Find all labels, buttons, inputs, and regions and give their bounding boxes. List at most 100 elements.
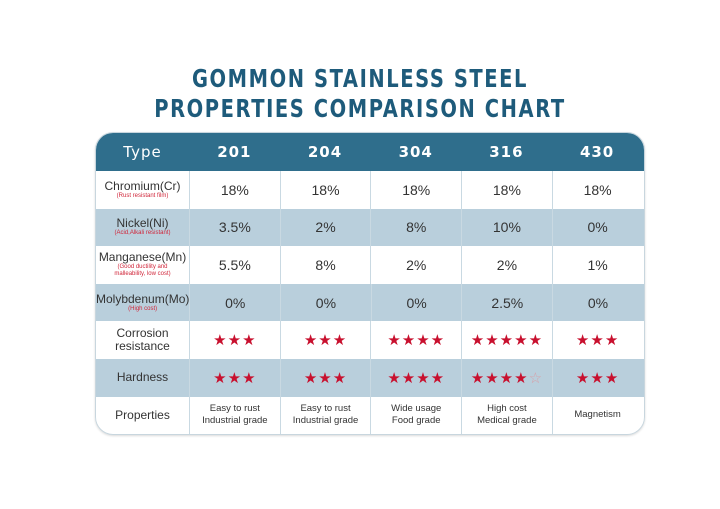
property-text: Industrial grade [292, 415, 359, 427]
filled-star-icon: ★ [575, 369, 591, 387]
value-text: 18% [402, 181, 431, 198]
table-header-row: Type 201 204 304 316 430 [96, 133, 644, 171]
value-text: 1% [587, 256, 608, 273]
property-text: Medical grade [477, 415, 537, 427]
value-text: 18% [220, 181, 249, 198]
value-text: 8% [406, 219, 427, 236]
column-header-201: 201 [217, 143, 252, 161]
column-header-204: 204 [307, 143, 343, 161]
filled-star-icon: ★ [470, 332, 486, 350]
value-cell: 0% [370, 283, 462, 322]
filled-star-icon: ★ [590, 332, 605, 350]
column-header-430: 430 [579, 143, 615, 161]
value-cell: Magnetism [551, 396, 643, 435]
property-text: Easy to rust [209, 403, 260, 415]
filled-star-icon: ★ [604, 332, 620, 350]
filled-star-icon: ★ [303, 369, 319, 387]
filled-star-icon: ★ [604, 369, 620, 387]
star-rating: ★★★★ [387, 331, 445, 349]
value-cell: High cost Medical grade [461, 396, 552, 435]
value-cell: ★★★★ [370, 358, 461, 397]
star-rating: ★★★ [576, 369, 619, 387]
row-label-cell: Properties [96, 397, 189, 435]
filled-star-icon: ★ [303, 332, 319, 350]
value-text: 18% [311, 181, 340, 198]
value-text: 8% [315, 256, 336, 273]
value-text: 2% [496, 256, 518, 273]
star-rating: ★★★★ [387, 369, 445, 387]
filled-star-icon: ★ [528, 332, 544, 350]
value-cell: Easy to rust Industrial grade [279, 396, 371, 435]
property-text: Wide usage [391, 403, 442, 415]
row-note: (High cost) [128, 305, 158, 312]
column-header-304: 304 [398, 143, 433, 161]
row-label-cell: Molybdenum(Mo) (High cost) [96, 284, 189, 322]
value-text: 5.5% [218, 256, 251, 273]
value-cell: ★★★ [551, 358, 643, 397]
star-rating: ★★★ [213, 369, 256, 387]
value-cell: 2% [461, 246, 552, 284]
row-label: Manganese(Mn) [98, 250, 187, 265]
property-text: Easy to rust [300, 403, 351, 415]
value-text: 3.5% [218, 219, 251, 236]
value-cell: 2% [370, 246, 461, 284]
value-cell: 1% [551, 246, 643, 284]
filled-star-icon: ★ [499, 369, 515, 387]
filled-star-icon: ★ [332, 369, 348, 387]
filled-star-icon: ★ [318, 369, 333, 387]
filled-star-icon: ★ [470, 369, 486, 387]
filled-star-icon: ★ [242, 369, 257, 387]
value-cell: ★★★ [551, 321, 643, 359]
value-cell: 0% [189, 283, 280, 322]
row-note: (Rust resistant film) [116, 192, 169, 199]
value-cell: 0% [280, 283, 371, 322]
value-cell: 0% [551, 208, 643, 247]
star-rating: ★★★ [576, 331, 619, 349]
row-note: (Acid,Alkali resistant) [114, 230, 171, 237]
row-label-cell: Manganese(Mn) (Good ductility and malleab… [96, 246, 189, 284]
value-cell: 8% [279, 246, 371, 284]
filled-star-icon: ★ [499, 332, 515, 350]
filled-star-icon: ★ [430, 369, 446, 387]
value-text: 2.5% [491, 294, 524, 311]
filled-star-icon: ★ [401, 369, 417, 387]
star-rating: ★★★ [304, 331, 347, 349]
filled-star-icon: ★ [590, 369, 605, 387]
value-cell: 2% [279, 208, 371, 247]
filled-star-icon: ★ [387, 369, 402, 387]
row-label-cell: Nickel(Ni) (Acid,Alkali resistant) [96, 209, 189, 247]
filled-star-icon: ★ [416, 332, 431, 350]
value-cell: 0% [552, 283, 643, 322]
filled-star-icon: ★ [485, 332, 500, 350]
empty-star-icon: ☆ [528, 369, 544, 387]
value-text: 0% [225, 294, 246, 311]
row-label-cell: Chromium(Cr) (Rust resistant film) [96, 171, 189, 209]
value-text: 2% [406, 256, 427, 273]
value-text: 18% [492, 181, 521, 198]
filled-star-icon: ★ [332, 332, 348, 350]
column-header-316: 316 [489, 143, 524, 161]
value-cell: ★★★★★ [461, 321, 552, 359]
filled-star-icon: ★ [401, 332, 417, 350]
filled-star-icon: ★ [514, 369, 529, 387]
value-text: 0% [315, 294, 337, 311]
row-label: Chromium(Cr) [104, 178, 181, 193]
filled-star-icon: ★ [416, 369, 431, 387]
property-text: Food grade [391, 415, 441, 427]
value-text: 10% [492, 219, 521, 236]
filled-star-icon: ★ [318, 332, 333, 350]
value-cell: 18% [279, 171, 371, 209]
star-rating: ★★★ [213, 331, 256, 349]
table-row: Properties Easy to rust Industrial grade Ea… [96, 396, 644, 435]
property-text: Magnetism [574, 409, 621, 421]
row-label: Properties [115, 407, 170, 422]
value-cell: Easy to rust Industrial grade [189, 396, 280, 435]
table-row: Chromium(Cr) (Rust resistant film) 18% 18% 1… [96, 171, 644, 209]
value-cell: 18% [189, 171, 280, 209]
value-cell: 5.5% [189, 246, 280, 284]
property-text: Industrial grade [202, 415, 268, 427]
chart-title-line-2: PROPERTIES COMPARISON CHART [154, 94, 566, 123]
row-label-cell: Hardness [96, 359, 189, 397]
star-rating: ★★★★★ [471, 331, 543, 349]
table-row: Nickel(Ni) (Acid,Alkali resistant) 3.5% 2% 8… [96, 208, 644, 247]
